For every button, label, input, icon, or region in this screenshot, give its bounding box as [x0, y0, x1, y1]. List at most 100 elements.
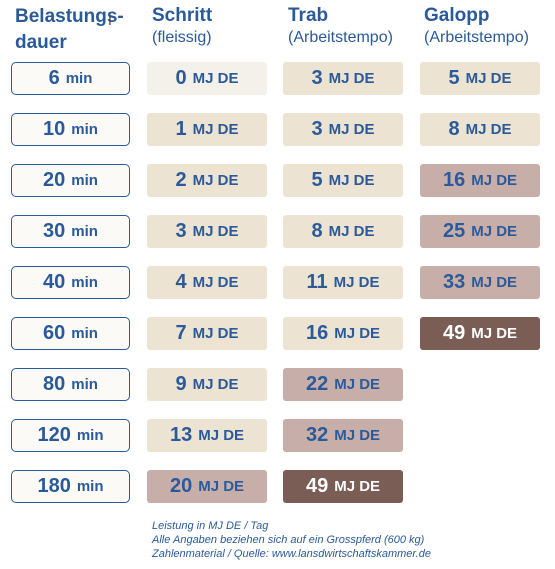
footnotes: Leistung in MJ DE / Tag Alle Angaben bez…: [152, 519, 431, 561]
trab-value: 5: [311, 169, 323, 191]
schritt-unit: MJ DE: [192, 121, 239, 138]
schritt-cell: 3 MJ DE: [147, 215, 267, 248]
trab-value: 3: [311, 118, 323, 140]
footnote-reference: Alle Angaben beziehen sich auf ein Gross…: [152, 534, 425, 546]
duration-unit: min: [71, 325, 98, 342]
galopp-subtitle: (Arbeitstempo): [424, 29, 529, 46]
galopp-unit: MJ DE: [471, 172, 518, 189]
schritt-cell: 4 MJ DE: [147, 266, 267, 299]
schritt-unit: MJ DE: [198, 478, 245, 495]
schritt-unit: MJ DE: [198, 427, 245, 444]
trab-unit: MJ DE: [333, 274, 380, 291]
trab-value: 32: [305, 424, 329, 446]
galopp-unit: MJ DE: [471, 223, 518, 240]
duration-cell: 10 min: [11, 113, 130, 146]
schritt-header: Schritt (fleissig): [152, 4, 212, 48]
galopp-unit: MJ DE: [471, 325, 518, 342]
trab-cell: 8 MJ DE: [283, 215, 403, 248]
galopp-cell: 8 MJ DE: [420, 113, 540, 146]
galopp-header: Galopp (Arbeitstempo): [424, 4, 529, 48]
schritt-cell: 9 MJ DE: [147, 368, 267, 401]
trab-value: 3: [311, 67, 323, 89]
footnote-source: Zahlenmaterial / Quelle: www.lansdwirtsc…: [152, 548, 431, 560]
duration-cell: 80 min: [11, 368, 130, 401]
duration-cell: 40 min: [11, 266, 130, 299]
trab-subtitle: (Arbeitstempo): [288, 29, 393, 46]
schritt-unit: MJ DE: [192, 325, 239, 342]
trab-value: 11: [306, 271, 328, 293]
duration-value: 10: [43, 118, 66, 140]
schritt-value: 0: [175, 67, 187, 89]
duration-cell: 20 min: [11, 164, 130, 197]
trab-value: 16: [305, 322, 329, 344]
duration-value: 60: [43, 322, 66, 344]
schritt-value: 1: [175, 118, 187, 140]
schritt-value: 20: [169, 475, 193, 497]
trab-value: 22: [305, 373, 329, 395]
duration-header-line2: dauer: [15, 32, 67, 53]
trab-cell: 49 MJ DE: [283, 470, 403, 503]
trab-cell: 5 MJ DE: [283, 164, 403, 197]
schritt-value: 7: [175, 322, 187, 344]
trab-unit: MJ DE: [328, 223, 375, 240]
duration-cell: 6 min: [11, 62, 130, 95]
trab-value: 8: [311, 220, 323, 242]
schritt-unit: MJ DE: [192, 172, 239, 189]
duration-cell: 60 min: [11, 317, 130, 350]
duration-unit: min: [71, 274, 98, 291]
schritt-title: Schritt: [152, 5, 213, 26]
trab-title: Trab: [288, 5, 329, 26]
galopp-cell: 49 MJ DE: [420, 317, 540, 350]
duration-value: 20: [43, 169, 66, 191]
duration-unit: min: [71, 376, 98, 393]
duration-unit: min: [71, 223, 98, 240]
duration-value: 6: [48, 67, 60, 89]
schritt-value: 3: [175, 220, 187, 242]
schritt-unit: MJ DE: [192, 274, 239, 291]
galopp-unit: MJ DE: [465, 121, 512, 138]
trab-unit: MJ DE: [334, 325, 381, 342]
galopp-value: 8: [448, 118, 460, 140]
schritt-cell: 1 MJ DE: [147, 113, 267, 146]
galopp-value: 33: [442, 271, 466, 293]
duration-unit: min: [76, 427, 104, 444]
schritt-unit: MJ DE: [192, 376, 239, 393]
duration-value: 80: [43, 373, 66, 395]
trab-unit: MJ DE: [328, 172, 375, 189]
trab-cell: 3 MJ DE: [283, 113, 403, 146]
trab-header: Trab (Arbeitstempo): [288, 4, 393, 48]
duration-unit: min: [65, 70, 93, 87]
galopp-title: Galopp: [424, 5, 490, 26]
trab-unit: MJ DE: [328, 121, 375, 138]
duration-value: 120: [37, 424, 71, 446]
trab-cell: 3 MJ DE: [283, 62, 403, 95]
trab-cell: 11 MJ DE: [283, 266, 403, 299]
schritt-value: 2: [175, 169, 187, 191]
trab-unit: MJ DE: [328, 70, 375, 87]
duration-unit: min: [76, 478, 104, 495]
schritt-unit: MJ DE: [192, 70, 239, 87]
trab-cell: 22 MJ DE: [283, 368, 403, 401]
galopp-cell: 25 MJ DE: [420, 215, 540, 248]
schritt-value: 13: [169, 424, 193, 446]
duration-unit: min: [71, 172, 98, 189]
trab-unit: MJ DE: [334, 376, 381, 393]
trab-unit: MJ DE: [334, 427, 381, 444]
duration-value: 180: [37, 475, 71, 497]
duration-unit: min: [71, 121, 98, 138]
duration-value: 40: [43, 271, 66, 293]
schritt-cell: 7 MJ DE: [147, 317, 267, 350]
schritt-cell: 20 MJ DE: [147, 470, 267, 503]
schritt-unit: MJ DE: [192, 223, 239, 240]
schritt-cell: 2 MJ DE: [147, 164, 267, 197]
trab-cell: 32 MJ DE: [283, 419, 403, 452]
duration-cell: 30 min: [11, 215, 130, 248]
galopp-value: 25: [442, 220, 466, 242]
duration-cell: 180 min: [11, 470, 130, 503]
schritt-subtitle: (fleissig): [152, 29, 212, 46]
galopp-unit: MJ DE: [471, 274, 518, 291]
trab-value: 49: [305, 475, 329, 497]
footnote-unit: Leistung in MJ DE / Tag: [152, 520, 269, 532]
schritt-value: 4: [175, 271, 187, 293]
duration-value: 30: [43, 220, 66, 242]
